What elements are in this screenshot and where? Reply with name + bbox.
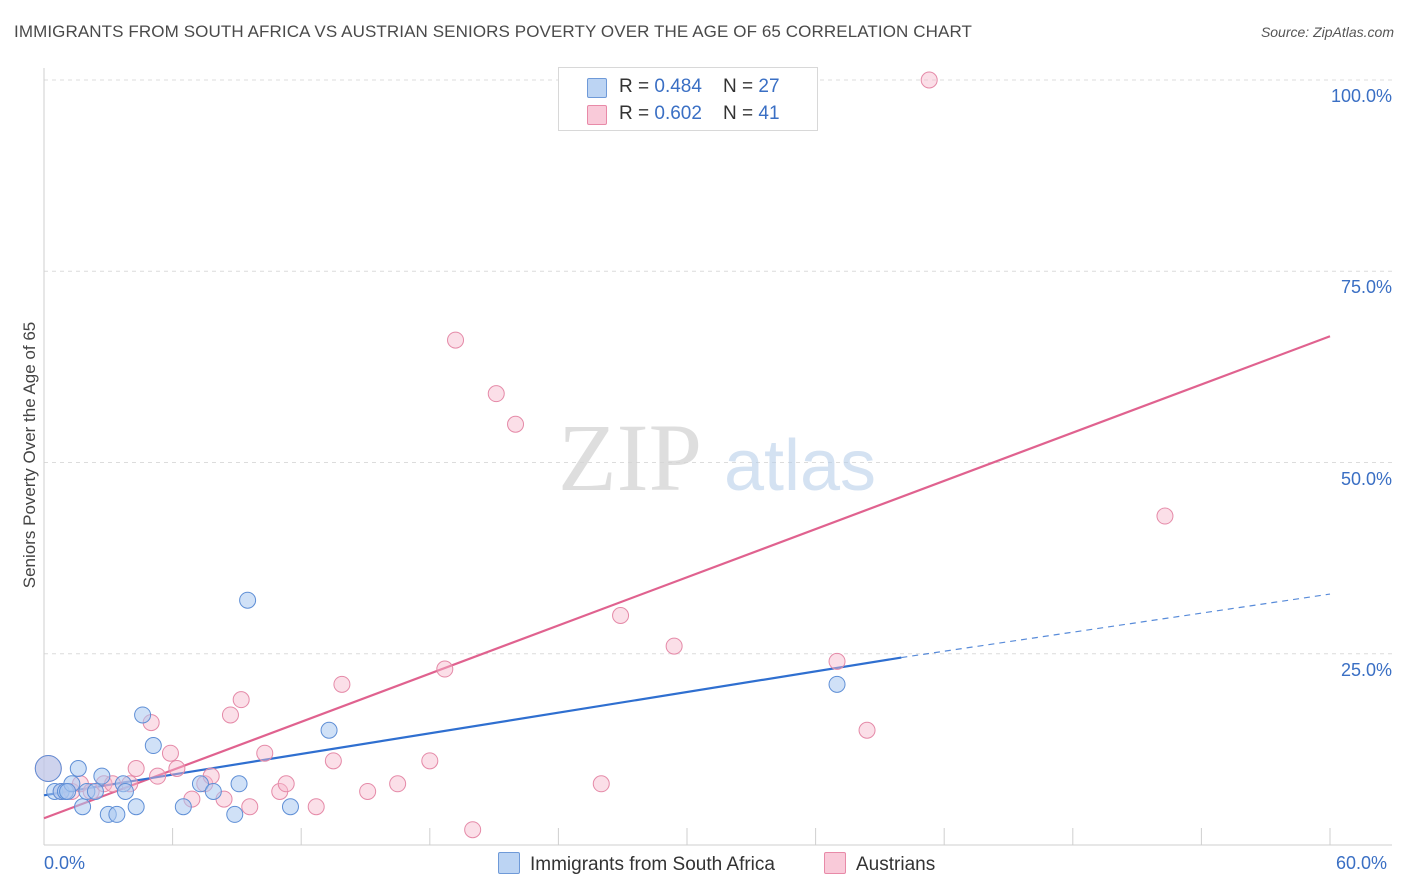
legend-r-label: R = <box>619 76 655 97</box>
x-tick-label-max: 60.0% <box>1336 853 1388 873</box>
point-south-africa <box>34 755 62 782</box>
point-austrians <box>828 652 846 670</box>
point-south-africa <box>86 782 104 800</box>
point-austrians <box>127 760 145 777</box>
legend-item-south-africa: Immigrants from South Africa <box>498 852 775 876</box>
point-austrians <box>920 71 938 89</box>
point-south-africa <box>74 798 92 816</box>
point-austrians <box>333 675 351 693</box>
point-austrians <box>359 782 377 800</box>
legend-n-label: N = <box>723 76 759 97</box>
point-south-africa <box>191 775 209 793</box>
legend-r-label: R = <box>619 103 655 124</box>
legend-swatch-blue <box>498 852 520 874</box>
y-tick-label-25: 25.0% <box>1340 659 1392 680</box>
legend-swatch-blue <box>587 78 607 98</box>
legend-r-value: 0.602 <box>654 103 702 124</box>
chart-title: IMMIGRANTS FROM SOUTH AFRICA VS AUSTRIAN… <box>14 22 973 41</box>
trend-line-south-africa-extension <box>901 593 1331 659</box>
legend-n-value: 27 <box>758 76 780 97</box>
point-south-africa <box>230 775 248 793</box>
legend-n-label: N = <box>723 103 759 124</box>
watermark-zip: ZIP <box>558 404 702 511</box>
legend-label-south-africa: Immigrants from South Africa <box>530 854 775 875</box>
series-legend: Immigrants from South Africa Austrians <box>0 852 1406 878</box>
point-south-africa <box>69 760 87 777</box>
point-south-africa <box>108 805 126 823</box>
source-note: Source: ZipAtlas.com <box>1260 24 1394 40</box>
point-austrians <box>149 767 167 785</box>
axes <box>43 68 1392 846</box>
point-austrians <box>221 706 239 724</box>
point-south-africa <box>226 805 244 823</box>
y-tick-label-100: 100.0% <box>1330 86 1392 106</box>
gridlines <box>44 79 1392 655</box>
trend-line-south-africa <box>43 656 902 797</box>
legend-item-austrians: Austrians <box>824 852 935 876</box>
point-south-africa <box>134 706 152 724</box>
point-austrians <box>487 385 505 403</box>
point-austrians <box>464 821 482 839</box>
point-austrians <box>161 744 179 762</box>
point-austrians <box>421 752 439 770</box>
point-austrians <box>277 775 295 793</box>
point-austrians <box>447 331 465 349</box>
y-tick-label-50: 50.0% <box>1340 468 1392 489</box>
legend-r-value: 0.484 <box>654 76 702 97</box>
point-south-africa <box>93 767 111 785</box>
point-austrians <box>168 760 186 777</box>
trend-line-austrians <box>43 335 1331 820</box>
point-austrians <box>507 415 525 433</box>
point-austrians <box>665 637 683 655</box>
data-points <box>34 71 1174 839</box>
legend-label-austrians: Austrians <box>856 854 936 875</box>
y-tick-label-75: 75.0% <box>1340 277 1392 298</box>
trend-lines <box>43 335 1331 820</box>
point-austrians <box>858 721 876 739</box>
point-south-africa <box>320 721 338 739</box>
point-austrians <box>1156 507 1174 525</box>
x-tick-label-min: 0.0% <box>44 853 86 873</box>
legend-swatch-pink <box>824 852 846 874</box>
point-austrians <box>241 798 259 816</box>
point-south-africa <box>239 591 257 609</box>
point-austrians <box>232 691 250 709</box>
point-austrians <box>324 752 342 770</box>
point-south-africa <box>204 782 222 800</box>
legend-swatch-pink <box>587 105 607 125</box>
point-austrians <box>256 744 274 762</box>
point-south-africa <box>281 798 299 816</box>
correlation-legend: R = 0.484 N = 27 R = 0.602 N = 41 <box>558 67 818 131</box>
point-south-africa <box>174 798 192 816</box>
watermark-atlas: atlas <box>724 426 876 506</box>
point-austrians <box>612 607 630 624</box>
point-austrians <box>592 775 610 793</box>
point-austrians <box>389 775 407 793</box>
point-south-africa <box>828 675 846 693</box>
point-south-africa <box>59 782 77 800</box>
point-south-africa <box>144 737 162 755</box>
point-austrians <box>436 660 454 678</box>
point-austrians <box>307 798 325 816</box>
point-south-africa <box>116 782 134 800</box>
watermark: ZIP atlas <box>558 404 876 511</box>
point-south-africa <box>127 798 145 816</box>
legend-n-value: 41 <box>758 103 780 124</box>
